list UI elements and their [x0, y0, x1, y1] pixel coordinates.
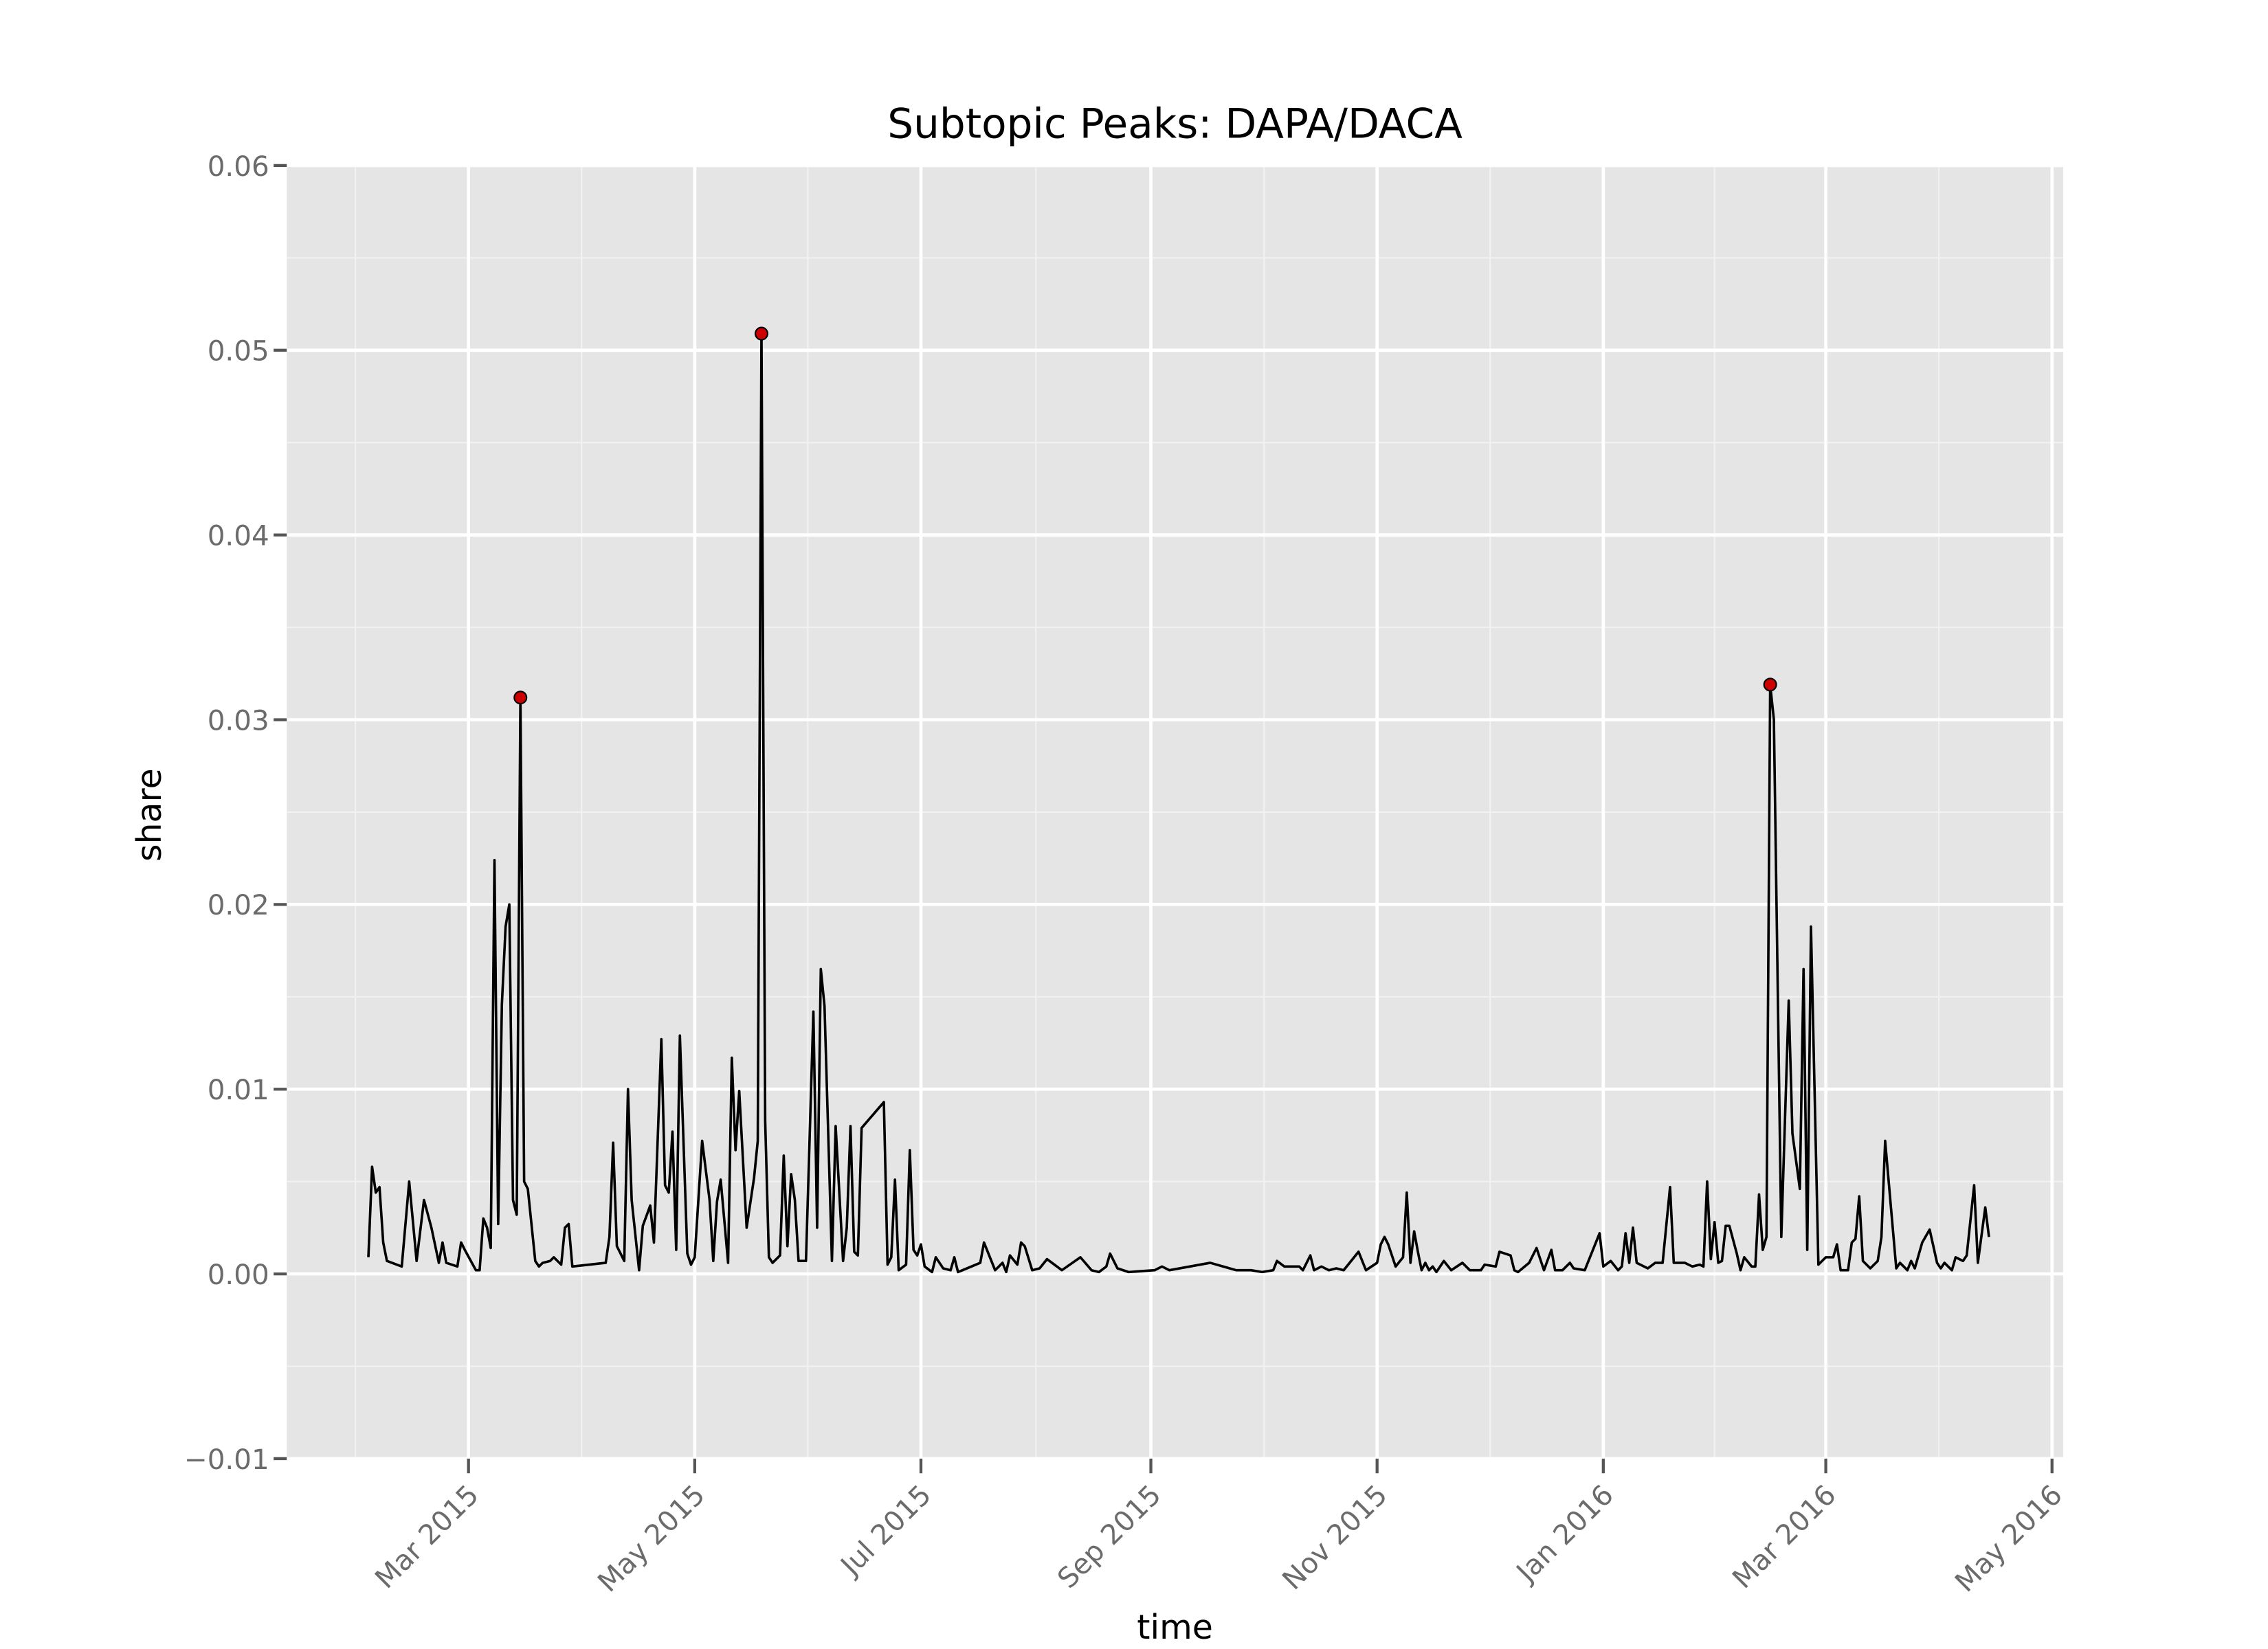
x-tick-label: Mar 2016 — [1726, 1478, 1843, 1595]
x-tick-label: Mar 2015 — [368, 1478, 485, 1595]
x-tick-label: Jul 2015 — [833, 1478, 937, 1582]
peak-marker — [1763, 677, 1777, 692]
y-axis-label: share — [130, 768, 169, 862]
peak-marker — [513, 691, 528, 705]
y-tick-label: 0.00 — [208, 1258, 269, 1291]
peak-marker — [754, 326, 768, 341]
x-tick-label: Nov 2015 — [1276, 1478, 1394, 1596]
y-tick-label: 0.03 — [208, 704, 269, 737]
y-tick-label: 0.04 — [208, 519, 269, 552]
y-tick-label: −0.01 — [184, 1443, 269, 1476]
x-tick-label: Jan 2016 — [1509, 1478, 1620, 1589]
data-line — [367, 332, 1990, 1274]
y-tick-label: 0.02 — [208, 888, 269, 921]
y-tick-label: 0.06 — [208, 150, 269, 183]
chart-title: Subtopic Peaks: DAPA/DACA — [887, 100, 1463, 148]
x-tick-label: May 2015 — [591, 1478, 711, 1598]
x-tick-label: May 2016 — [1948, 1478, 2069, 1598]
y-tick-label: 0.01 — [208, 1073, 269, 1106]
x-tick-label: Sep 2015 — [1051, 1478, 1168, 1595]
x-axis-label: time — [1137, 1608, 1213, 1647]
y-tick-label: 0.05 — [208, 335, 269, 368]
